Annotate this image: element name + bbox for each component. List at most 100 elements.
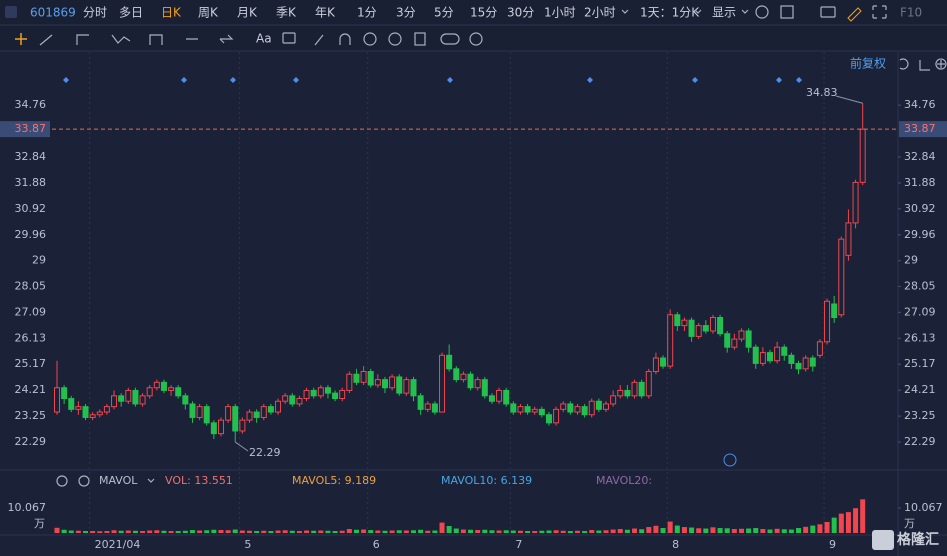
volume-bar [382,530,388,533]
volume-close-icon[interactable] [78,475,90,487]
y-tick-label: 28.05 [904,279,936,292]
volume-bar [781,529,787,533]
layout-icon[interactable] [780,5,794,19]
range-selector[interactable]: 1天：1分K [640,6,700,20]
volume-bar [475,530,481,533]
period-button[interactable]: 15分 [470,6,497,20]
period-button[interactable]: 2小时 [584,6,616,20]
last-price-box [899,121,947,138]
candle-body [574,406,581,413]
display-menu[interactable]: 显示 [712,6,736,20]
candle-body [217,419,224,435]
delete-tool[interactable] [414,32,426,46]
y-tick-label: 26.13 [15,331,47,344]
y-tick-label: 23.25 [15,409,47,422]
volume-bar [546,530,552,533]
volume-bar [232,529,238,533]
dropdown-arrows [621,9,749,14]
indicator-value: VOL: 13.551 [165,474,233,487]
candle-body [624,389,631,397]
lock-tool[interactable] [363,32,377,46]
volume-bar [353,529,359,533]
period-button[interactable]: 30分 [507,6,534,20]
volume-bar [660,528,666,533]
volume-bar [325,530,331,533]
draw-icon[interactable] [847,7,862,22]
candle-body [89,414,96,418]
period-button[interactable]: 分时 [83,6,107,20]
candle-body [146,387,153,397]
candle-body [638,381,645,397]
period-button[interactable]: 季K [276,6,297,20]
x-tick-label: 8 [672,538,679,551]
magnet-tool[interactable] [314,33,351,46]
volume-bar [446,526,452,533]
period-button[interactable]: 月K [237,6,258,20]
y-tick-label: 27.09 [904,305,936,318]
candle-body [517,406,524,413]
period-button[interactable]: 日K [161,6,182,20]
stock-code[interactable]: 601869 [30,6,76,20]
volume-bar [182,530,188,533]
panel-icons[interactable] [899,58,947,71]
volume-bar [161,530,167,533]
text-tool[interactable]: Aa [256,32,272,46]
period-button[interactable]: 年K [315,6,336,20]
candle-body [660,357,667,367]
volume-bar [624,529,630,533]
info-icon[interactable] [723,453,737,467]
candle-body [795,362,802,370]
candle-body [460,373,467,381]
candle-body [745,330,752,348]
candle-body [389,376,396,389]
candle-body [738,330,745,340]
candle-body [702,325,709,332]
candle-body [246,411,253,421]
volume-bar [197,530,203,533]
menu-icon[interactable] [5,6,17,18]
candle-body [788,354,795,364]
candle-body [652,357,659,373]
candle-body [210,422,217,435]
volume-bar [681,527,687,533]
volume-bar [774,528,780,533]
y-tick-label: 22.29 [15,435,47,448]
y-tick-label: 32.84 [904,150,936,163]
volume-bar [111,530,117,533]
crosshair-tool[interactable] [15,33,27,45]
toggle-tool[interactable] [440,33,460,45]
watermark-logo [872,530,894,550]
candle-body [724,333,731,348]
candle-body [446,354,453,370]
volume-settings-icon[interactable] [56,475,68,487]
hide-tool[interactable] [388,32,402,46]
period-button[interactable]: 3分 [396,6,416,20]
fullscreen-icon[interactable] [872,5,887,19]
period-button[interactable]: 1分 [357,6,377,20]
period-button[interactable]: 周K [198,6,219,20]
settings-icon[interactable] [755,5,769,19]
candle-body [603,403,610,410]
candle-body [717,316,724,335]
volume-bar [296,531,302,533]
period-button[interactable]: 多日 [119,6,143,20]
candle-body [453,368,460,381]
volume-bar [403,530,409,533]
indicator-name[interactable]: MAVOL [99,474,138,487]
y-tick-label: 23.25 [904,409,936,422]
candle-body [752,346,759,364]
adjust-mode[interactable]: 前复权 [850,56,886,71]
note-tool[interactable] [282,32,296,44]
setting-tool[interactable] [469,32,483,46]
draw-tools[interactable] [39,34,234,46]
volume-bar [532,531,538,533]
y-tick-label: 24.21 [15,383,47,396]
period-button[interactable]: 5分 [434,6,454,20]
f10-button[interactable]: F10 [900,6,922,20]
screenshot-icon[interactable] [820,6,836,18]
period-button[interactable]: 1小时 [544,6,576,20]
volume-bar [496,530,502,533]
volume-bar [838,513,844,533]
